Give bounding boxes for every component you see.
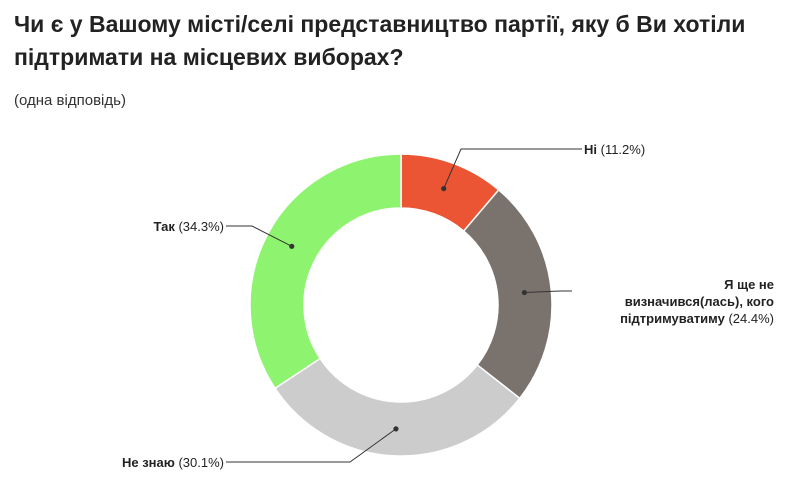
- chart-subtitle: (одна відповідь): [14, 92, 126, 109]
- slice-label-2: Не знаю (30.1%): [122, 455, 224, 470]
- donut-slice-3: [249, 153, 402, 390]
- chart-title: Чи є у Вашому місті/селі представництво …: [14, 11, 746, 70]
- slice-value-2: (30.1%): [175, 455, 224, 470]
- slice-value-3: (34.3%): [175, 219, 224, 234]
- slice-label-0: Ні (11.2%): [584, 142, 645, 157]
- slice-value-0: (11.2%): [597, 142, 645, 157]
- slice-label-1-line-1: визначився(лась), кого: [625, 294, 774, 309]
- slice-label-1-line-0: Я ще не: [724, 277, 774, 292]
- leader-line-0: [443, 148, 582, 189]
- donut-slice-2: [274, 357, 521, 457]
- leader-line-3: [226, 225, 293, 247]
- slice-value-1: (24.4%): [725, 311, 774, 326]
- leader-line-2: [226, 428, 397, 463]
- leader-line-1: [524, 290, 572, 294]
- slice-label-1-line-2: підтримуватиму (24.4%): [620, 311, 774, 326]
- slice-label-3: Так (34.3%): [154, 219, 225, 234]
